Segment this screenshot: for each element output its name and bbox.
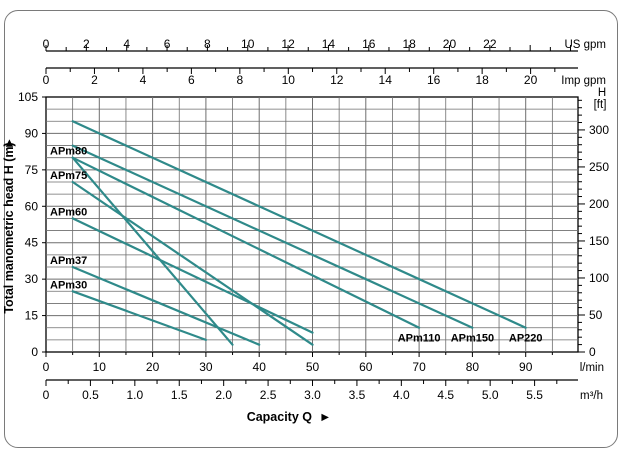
imp-gpm-tick-label: 6 <box>188 73 195 87</box>
ft-tick-label: 50 <box>589 308 603 322</box>
x-tick-label: 40 <box>253 360 267 374</box>
x-tick-label: 90 <box>519 360 533 374</box>
series-label-apm110: APm110 <box>398 333 441 345</box>
series-labels: APm30 APm37 APm60 APm75 APm80 APm110 APm150 AP2… <box>50 146 543 345</box>
ft-tick-label: 150 <box>589 234 609 248</box>
m3h-tick-label: 5.0 <box>482 388 499 402</box>
x-axis-unit: l/min <box>580 362 604 374</box>
x-tick-label: 70 <box>412 360 426 374</box>
imp-gpm-tick-label: 0 <box>43 73 50 87</box>
y-axis-title: Total manometric head H (m) <box>2 142 16 313</box>
us-gpm-tick-label: 18 <box>402 37 416 51</box>
chart-frame <box>4 10 618 448</box>
m3h-tick-label: 4.5 <box>437 388 454 402</box>
series-label-apm75: APm75 <box>50 170 87 182</box>
us-gpm-tick-label: 14 <box>322 37 336 51</box>
ft-axis-unit-h: H <box>598 87 606 99</box>
m3h-tick-label: 4.0 <box>393 388 410 402</box>
curve-apm60 <box>71 217 314 334</box>
performance-curves <box>71 120 527 346</box>
series-label-apm30: APm30 <box>50 279 87 291</box>
m3h-tick-label: 1.5 <box>171 388 188 402</box>
y-tick-label: 30 <box>25 272 39 286</box>
m3h-axis-unit: m³/h <box>580 390 603 402</box>
y-tick-label: 75 <box>25 163 39 177</box>
us-gpm-tick-label: 8 <box>204 37 211 51</box>
curve-apm150 <box>71 144 474 329</box>
y-tick-label: 105 <box>18 90 38 104</box>
x-tick-label: 80 <box>466 360 480 374</box>
us-gpm-tick-label: 16 <box>362 37 376 51</box>
us-gpm-tick-label: 20 <box>443 37 457 51</box>
m3h-tick-label: 3.0 <box>304 388 321 402</box>
x-tick-label: 20 <box>146 360 160 374</box>
imp-gpm-tick-label: 18 <box>475 73 489 87</box>
m3h-tick-label: 0.5 <box>82 388 99 402</box>
us-gpm-tick-label: 12 <box>281 37 295 51</box>
y-tick-label: 15 <box>25 309 39 323</box>
m3h-tick-label: 1.0 <box>126 388 143 402</box>
x-tick-label: 0 <box>43 360 50 374</box>
us-gpm-tick-label: 2 <box>83 37 90 51</box>
imp-gpm-tick-label: 10 <box>282 73 296 87</box>
curve-apm37 <box>71 265 261 346</box>
ft-axis-unit-ft: [ft] <box>594 99 607 111</box>
axes: 0153045607590105050100150200250300H[ft]0… <box>18 37 609 402</box>
us-gpm-tick-label: 6 <box>164 37 171 51</box>
imp-gpm-unit: Imp gpm <box>561 75 606 87</box>
series-label-apm80: APm80 <box>50 146 87 158</box>
imp-gpm-tick-label: 8 <box>236 73 243 87</box>
y-tick-label: 0 <box>31 345 38 359</box>
curve-apm80 <box>71 156 234 346</box>
plot-grid <box>45 96 579 353</box>
x-tick-label: 10 <box>93 360 107 374</box>
series-label-apm150: APm150 <box>451 333 494 345</box>
m3h-tick-label: 2.5 <box>260 388 277 402</box>
x-axis-title: Capacity Q <box>247 410 313 424</box>
m3h-tick-label: 2.0 <box>215 388 232 402</box>
imp-gpm-tick-label: 20 <box>524 73 538 87</box>
series-label-apm37: APm37 <box>50 255 87 267</box>
series-label-apm60: APm60 <box>50 206 87 218</box>
us-gpm-tick-label: 10 <box>241 37 255 51</box>
ft-tick-label: 100 <box>589 271 609 285</box>
curve-ap220 <box>71 120 527 329</box>
ft-tick-label: 0 <box>589 345 596 359</box>
y-axis-title-arrow: ► <box>2 137 16 149</box>
y-tick-label: 60 <box>25 199 39 213</box>
ft-tick-label: 300 <box>589 123 609 137</box>
us-gpm-tick-label: 0 <box>43 37 50 51</box>
us-gpm-tick-label: 4 <box>123 37 130 51</box>
m3h-tick-label: 5.5 <box>526 388 543 402</box>
m3h-tick-label: 0 <box>43 388 50 402</box>
series-label-ap220: AP220 <box>509 333 543 345</box>
imp-gpm-tick-label: 16 <box>427 73 441 87</box>
y-tick-label: 45 <box>25 236 39 250</box>
m3h-tick-label: 3.5 <box>349 388 366 402</box>
imp-gpm-tick-label: 14 <box>379 73 393 87</box>
x-tick-label: 30 <box>199 360 213 374</box>
us-gpm-unit: US gpm <box>564 39 606 51</box>
x-tick-label: 60 <box>359 360 373 374</box>
imp-gpm-tick-label: 2 <box>91 73 98 87</box>
curve-apm75 <box>71 180 314 346</box>
imp-gpm-tick-label: 12 <box>330 73 344 87</box>
imp-gpm-tick-label: 4 <box>140 73 147 87</box>
ft-tick-label: 250 <box>589 160 609 174</box>
curve-apm30 <box>71 290 207 341</box>
ft-tick-label: 200 <box>589 197 609 211</box>
us-gpm-tick-label: 22 <box>483 37 497 51</box>
x-tick-label: 50 <box>306 360 320 374</box>
curve-apm110 <box>71 156 421 329</box>
y-tick-label: 90 <box>25 126 39 140</box>
x-axis-title-arrow: ► <box>319 410 331 424</box>
